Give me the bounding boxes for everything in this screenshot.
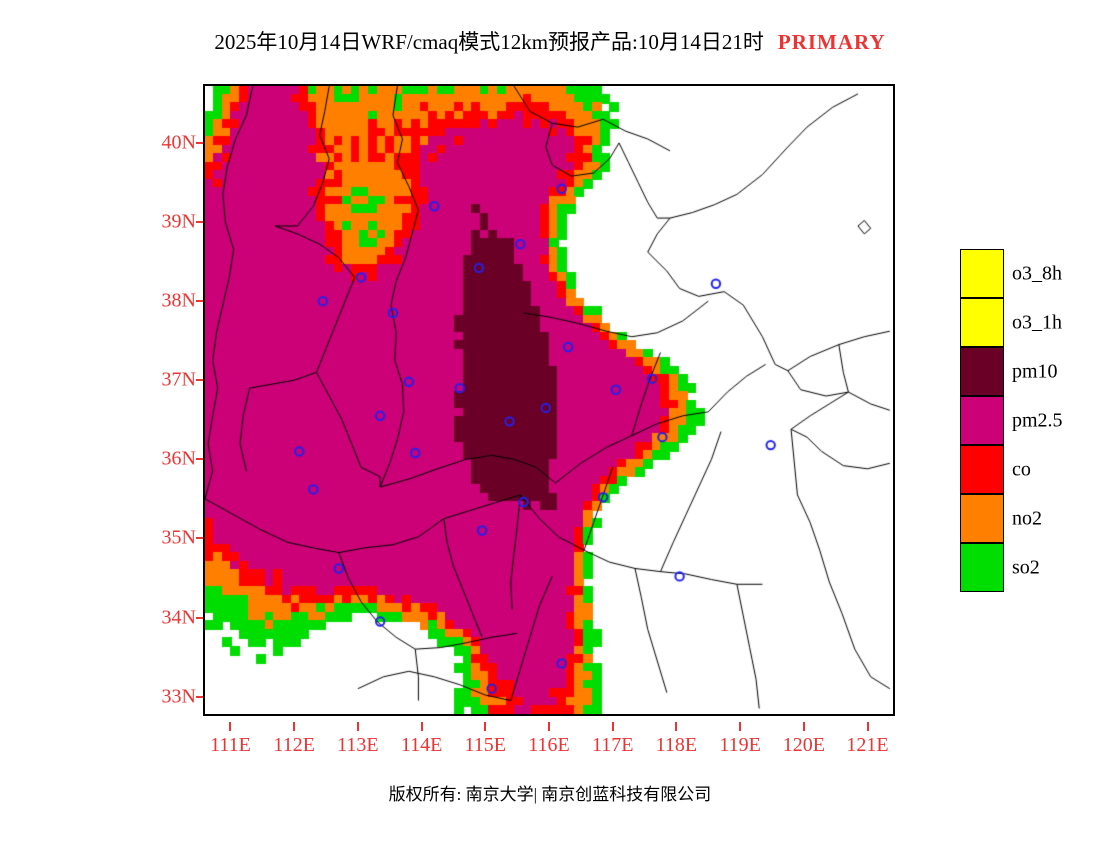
legend-swatch-co xyxy=(960,445,1004,494)
y-tick-label-36n: 36N xyxy=(161,447,196,470)
x-tick-label-112e: 112E xyxy=(273,734,315,756)
legend-item-so2[interactable]: so2 xyxy=(960,543,1096,592)
y-tick-mark xyxy=(196,379,205,382)
legend-swatch-o3-8h xyxy=(960,249,1004,298)
legend-label-no2: no2 xyxy=(1012,507,1042,529)
legend-label-pm2-5: pm2.5 xyxy=(1012,409,1063,431)
x-tick-label-116e: 116E xyxy=(528,734,570,756)
x-tick-label-114e: 114E xyxy=(400,734,443,756)
x-tick-label-113e: 113E xyxy=(337,734,379,756)
legend-label-so2: so2 xyxy=(1012,556,1040,578)
legend-swatch-no2 xyxy=(960,494,1004,543)
legend-label-o3-1h: o3_1h xyxy=(1012,311,1062,333)
x-tick-mark xyxy=(293,722,296,731)
x-tick-mark xyxy=(675,722,678,731)
map-plot-area[interactable] xyxy=(203,84,895,716)
x-tick-label-117e: 117E xyxy=(591,734,634,756)
y-tick-mark xyxy=(196,616,205,619)
legend-item-o3-8h[interactable]: o3_8h xyxy=(960,249,1096,298)
x-tick-mark xyxy=(229,722,232,731)
y-tick-label-40n: 40N xyxy=(161,131,196,154)
legend-item-pm10[interactable]: pm10 xyxy=(960,347,1096,396)
legend: o3_8h o3_1h pm10 pm2.5 co no2 so2 xyxy=(960,249,1096,592)
x-tick-mark xyxy=(802,722,805,731)
x-tick-mark xyxy=(420,722,423,731)
y-tick-label-37n: 37N xyxy=(161,368,196,391)
x-tick-label-120e: 120E xyxy=(782,734,825,756)
title-main-text: 2025年10月14日WRF/cmaq模式12km预报产品:10月14日21时 xyxy=(214,30,764,54)
y-tick-mark xyxy=(196,458,205,461)
legend-swatch-o3-1h xyxy=(960,298,1004,347)
y-tick-mark xyxy=(196,300,205,303)
x-tick-mark xyxy=(356,722,359,731)
legend-item-o3-1h[interactable]: o3_1h xyxy=(960,298,1096,347)
x-tick-label-111e: 111E xyxy=(210,734,251,756)
legend-item-co[interactable]: co xyxy=(960,445,1096,494)
y-tick-label-33n: 33N xyxy=(161,685,196,708)
legend-swatch-pm2-5 xyxy=(960,396,1004,445)
x-tick-mark xyxy=(866,722,869,731)
y-tick-mark xyxy=(196,695,205,698)
y-tick-mark xyxy=(196,221,205,224)
y-tick-label-34n: 34N xyxy=(161,606,196,628)
legend-swatch-so2 xyxy=(960,543,1004,592)
x-tick-label-118e: 118E xyxy=(655,734,698,756)
legend-label-co: co xyxy=(1012,458,1031,480)
y-tick-label-39n: 39N xyxy=(161,210,196,233)
y-tick-label-35n: 35N xyxy=(161,526,196,549)
title-primary-badge: PRIMARY xyxy=(777,30,886,54)
legend-item-no2[interactable]: no2 xyxy=(960,494,1096,543)
page-title: 2025年10月14日WRF/cmaq模式12km预报产品:10月14日21时 P… xyxy=(0,26,1100,56)
x-tick-label-121e: 121E xyxy=(846,734,889,756)
legend-swatch-pm10 xyxy=(960,347,1004,396)
legend-item-pm2-5[interactable]: pm2.5 xyxy=(960,396,1096,445)
x-tick-label-115e: 115E xyxy=(464,734,507,756)
y-tick-mark xyxy=(196,141,205,144)
y-tick-mark xyxy=(196,537,205,540)
copyright-footer: 版权所有: 南京大学| 南京创蓝科技有限公司 xyxy=(388,785,712,804)
x-tick-mark xyxy=(611,722,614,731)
legend-label-pm10: pm10 xyxy=(1012,360,1058,382)
y-tick-label-38n: 38N xyxy=(161,289,196,312)
pollutant-heatmap-canvas xyxy=(205,86,893,714)
x-tick-mark xyxy=(484,722,487,731)
x-tick-mark xyxy=(739,722,742,731)
legend-label-o3-8h: o3_8h xyxy=(1012,262,1062,284)
x-tick-label-119e: 119E xyxy=(719,734,761,756)
y-axis-labels: 40N 39N 38N 37N 36N 35N 34N 33N xyxy=(120,84,205,716)
x-tick-mark xyxy=(548,722,550,731)
x-axis-labels: 111E 112E 113E 114E 115E 116E 117E 118E 119E 120E… xyxy=(203,722,895,756)
